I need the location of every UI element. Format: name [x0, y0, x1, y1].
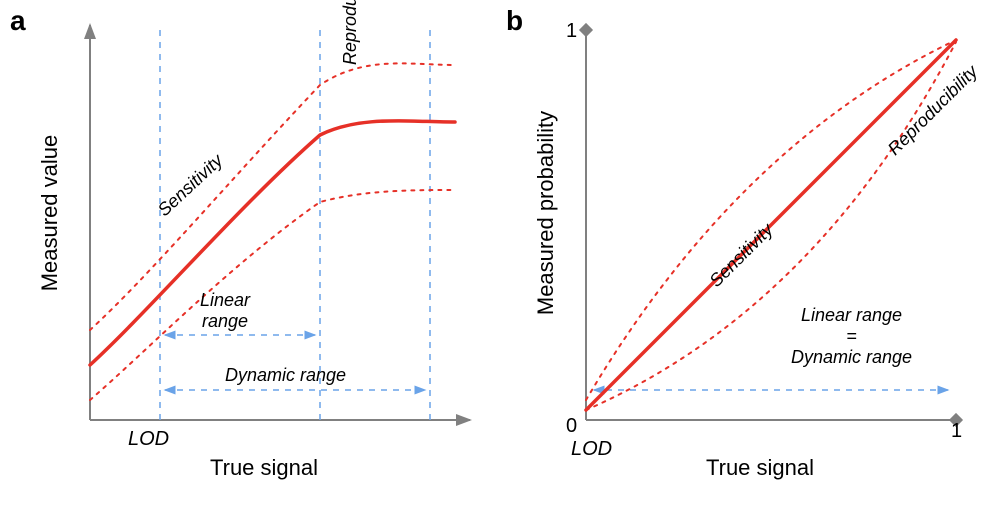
panel-a-label: a	[10, 5, 26, 37]
dynamic-range-label: Dynamic range	[225, 365, 346, 386]
panel-a-plot: Sensitivity Reproducibility Linear range…	[90, 30, 460, 420]
tick-1-y: 1	[566, 20, 577, 43]
reproducibility-label-a: Reproducibility	[340, 0, 361, 65]
panel-a: a	[0, 0, 496, 511]
panel-b-plot: Sensitivity Reproducibility Linear range…	[586, 30, 956, 420]
panel-b-svg	[586, 30, 976, 440]
lod-label-a: LOD	[128, 428, 169, 451]
ylabel-a: Measured value	[37, 123, 63, 303]
main-curve	[90, 121, 455, 365]
tick-0: 0	[566, 415, 577, 438]
linear-dynamic-label: Linear range = Dynamic range	[791, 305, 912, 368]
tick-1-x: 1	[951, 420, 962, 443]
diamond-y-top	[579, 23, 593, 37]
panel-b-label: b	[506, 5, 523, 37]
xlabel-b: True signal	[706, 455, 814, 481]
lod-label-b: LOD	[571, 438, 612, 461]
upper-band	[90, 63, 455, 330]
xlabel-a: True signal	[210, 455, 318, 481]
panel-b: b	[496, 0, 992, 511]
linear-range-label: Linear range	[200, 290, 250, 332]
ylabel-b: Measured probability	[533, 98, 559, 328]
